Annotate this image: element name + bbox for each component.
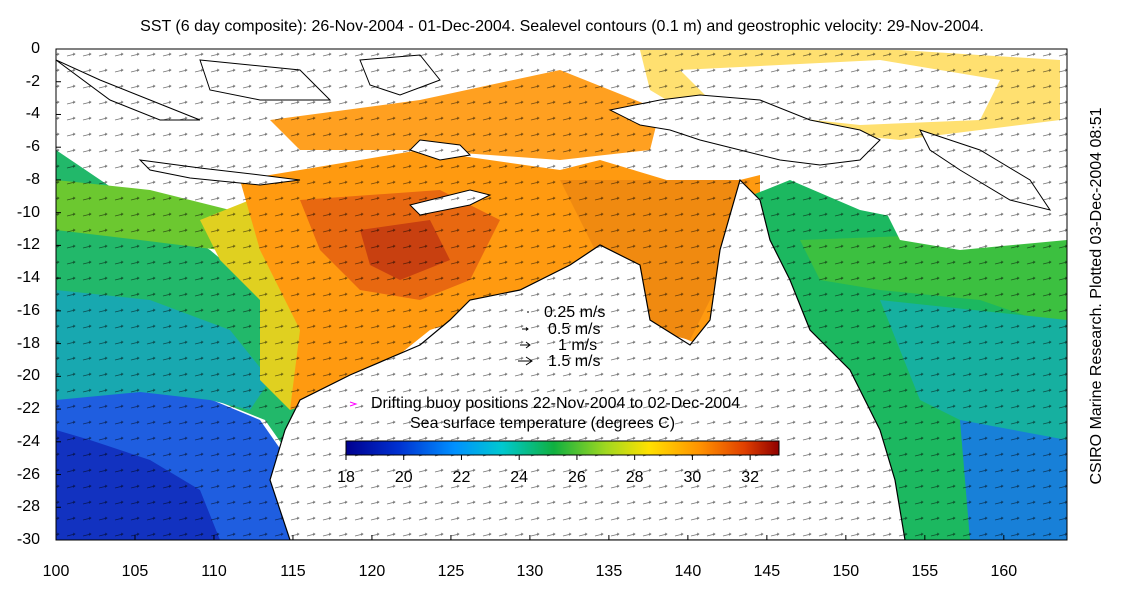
y-tick-label: -26 [16,465,40,483]
plot-credit: CSIRO Marine Research. Plotted 03-Dec-20… [1088,107,1105,485]
colorbar-tick-label: 24 [510,469,529,486]
y-tick-label: -30 [16,531,40,548]
colorbar-tick-label: 28 [625,469,644,486]
y-tick-label: -16 [16,301,40,319]
buoy-legend-marker [349,401,358,407]
colorbar-tick-label: 30 [683,469,702,486]
x-tick-label: 150 [832,563,860,580]
y-tick-label: 0 [31,40,40,57]
x-tick-label: 105 [121,563,149,580]
y-tick-label: -2 [25,72,40,90]
colorbar-tick-label: 32 [741,469,760,486]
y-tick-label: -8 [25,170,40,188]
velocity-legend-0.25: 0.25 m/s [544,304,606,321]
colorbar-tick-label: 26 [568,469,586,486]
x-tick-label: 140 [674,563,702,580]
colorbar-tick-label: 22 [452,469,471,486]
colorbar [345,440,780,456]
x-tick-label: 135 [595,563,623,580]
y-tick-label: -10 [16,203,40,221]
y-tick-label: -28 [16,498,40,516]
y-tick-label: -22 [16,400,40,418]
x-tick-label: 100 [42,563,70,580]
y-tick-label: -20 [16,367,40,385]
x-tick-label: 110 [201,563,227,580]
x-tick-label: 130 [516,563,544,580]
x-tick-label: 120 [358,563,386,580]
y-tick-label: -14 [16,269,40,287]
y-tick-label: -18 [16,334,40,352]
velocity-legend-arrows [518,311,533,366]
map-title: SST (6 day composite): 26-Nov-2004 - 01-… [140,18,984,35]
x-tick-label: 155 [911,563,939,580]
credit-wrapper: CSIRO Marine Research. Plotted 03-Dec-20… [1085,48,1109,544]
x-tick-label: 145 [753,563,781,580]
y-tick-label: -6 [25,138,40,156]
velocity-legend-0.5: 0.5 m/s [548,321,601,338]
buoy-legend-label: Drifting buoy positions 22-Nov-2004 to 0… [371,395,741,412]
y-tick-label: -24 [16,432,40,450]
y-tick-label: -12 [16,236,40,254]
colorbar-title: Sea surface temperature (degrees C) [410,415,676,432]
colorbar-tick-label: 18 [337,469,355,486]
velocity-legend-1.5: 1.5 m/s [548,353,601,370]
x-tick-label: 125 [437,563,465,580]
x-tick-label: 115 [280,563,306,580]
colorbar-tick-label: 20 [394,469,413,486]
velocity-legend-1: 1 m/s [558,337,598,354]
x-tick-label: 160 [990,563,1018,580]
plot-frame [55,48,1068,541]
y-tick-label: -4 [25,105,40,123]
